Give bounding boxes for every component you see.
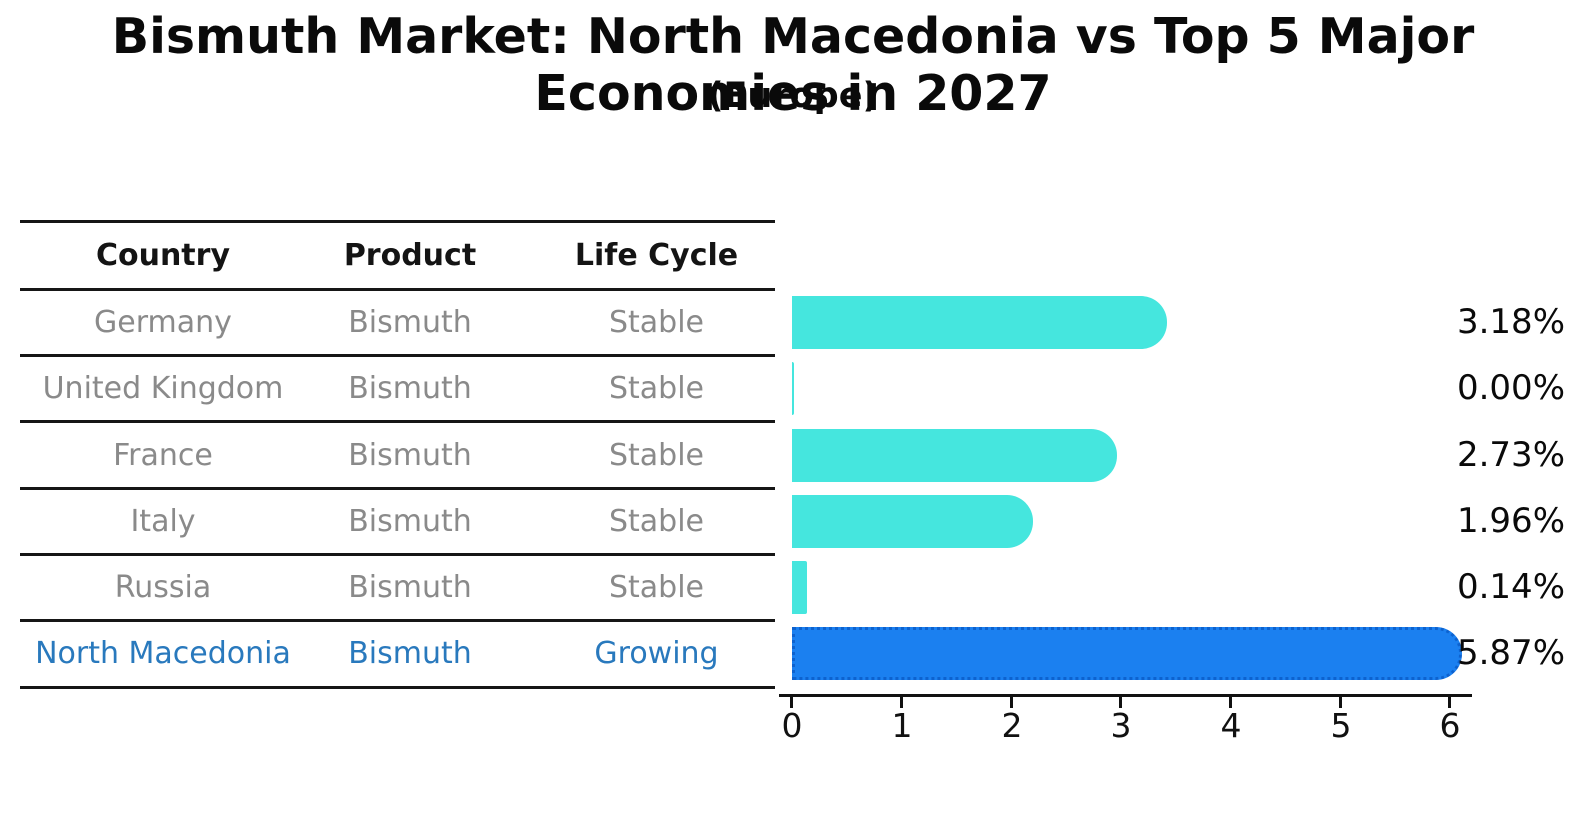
bar-north-macedonia — [792, 626, 1462, 680]
table-line — [20, 487, 775, 490]
country-cell: United Kingdom — [42, 370, 284, 406]
bar-row — [792, 620, 1462, 686]
country-cell: Italy — [130, 503, 196, 539]
x-axis-tick — [1119, 697, 1122, 708]
table-line — [20, 420, 775, 423]
life-cycle-cell: Growing — [594, 635, 719, 671]
country-cell: North Macedonia — [35, 635, 291, 671]
table-row-highlighted: North Macedonia Bismuth Growing — [20, 620, 775, 686]
bar-row — [792, 554, 808, 620]
product-cell: Bismuth — [348, 635, 472, 671]
table-line — [20, 553, 775, 556]
life-cycle-cell: Stable — [608, 370, 705, 406]
chart-title: Bismuth Market: North Macedonia vs Top 5… — [111, 8, 1475, 122]
x-axis-tick-label: 2 — [1001, 706, 1023, 745]
bar-united-kingdom — [792, 361, 794, 415]
product-cell: Bismuth — [348, 370, 472, 406]
column-header-life-cycle: Life Cycle — [574, 237, 739, 273]
table-line — [20, 288, 775, 291]
product-cell: Bismuth — [348, 437, 472, 473]
value-label: 2.73% — [1456, 435, 1565, 475]
country-cell: France — [113, 437, 213, 473]
bar-russia — [792, 560, 808, 614]
product-cell: Bismuth — [348, 304, 472, 340]
x-axis-tick — [1339, 697, 1342, 708]
x-axis-tick-label: 6 — [1439, 706, 1461, 745]
x-axis-tick-label: 5 — [1330, 706, 1352, 745]
product-cell: Bismuth — [348, 503, 472, 539]
table-row: Germany Bismuth Stable — [20, 289, 775, 355]
life-cycle-cell: Stable — [608, 437, 705, 473]
bar-row — [792, 488, 1033, 554]
table-line — [20, 686, 775, 689]
x-axis-tick-label: 4 — [1220, 706, 1242, 745]
bar-france — [792, 428, 1118, 482]
value-label: 5.87% — [1456, 633, 1565, 673]
life-cycle-cell: Stable — [608, 304, 705, 340]
bar-row — [792, 355, 794, 421]
bar-germany — [792, 295, 1167, 349]
column-header-product: Product — [343, 237, 477, 273]
x-axis-tick — [1229, 697, 1232, 708]
x-axis-line — [779, 694, 1472, 697]
bar-row — [792, 289, 1167, 355]
life-cycle-cell: Stable — [608, 503, 705, 539]
value-label: 1.96% — [1456, 501, 1565, 541]
table-line — [20, 354, 775, 357]
column-header-country: Country — [95, 237, 231, 273]
x-axis-tick — [790, 697, 793, 708]
product-cell: Bismuth — [348, 569, 472, 605]
value-label: 0.00% — [1456, 368, 1565, 408]
table-header-row: Country Product Life Cycle — [20, 222, 775, 288]
table-line — [20, 220, 775, 223]
chart-subtitle: (Europe) — [707, 76, 879, 116]
bar-row — [792, 422, 1118, 488]
table-row: Russia Bismuth Stable — [20, 554, 775, 620]
table-row: France Bismuth Stable — [20, 422, 775, 488]
life-cycle-cell: Stable — [608, 569, 705, 605]
x-axis-tick — [1010, 697, 1013, 708]
table-row: Italy Bismuth Stable — [20, 488, 775, 554]
table-row: United Kingdom Bismuth Stable — [20, 355, 775, 421]
x-axis-tick-label: 0 — [781, 706, 803, 745]
x-axis-tick-label: 1 — [891, 706, 913, 745]
value-label: 3.18% — [1456, 302, 1565, 342]
x-axis-tick — [900, 697, 903, 708]
country-cell: Germany — [94, 304, 232, 340]
table-line — [20, 619, 775, 622]
country-cell: Russia — [114, 569, 212, 605]
bar-italy — [792, 494, 1033, 548]
x-axis-tick — [1448, 697, 1451, 708]
value-label: 0.14% — [1456, 567, 1565, 607]
x-axis-tick-label: 3 — [1110, 706, 1132, 745]
